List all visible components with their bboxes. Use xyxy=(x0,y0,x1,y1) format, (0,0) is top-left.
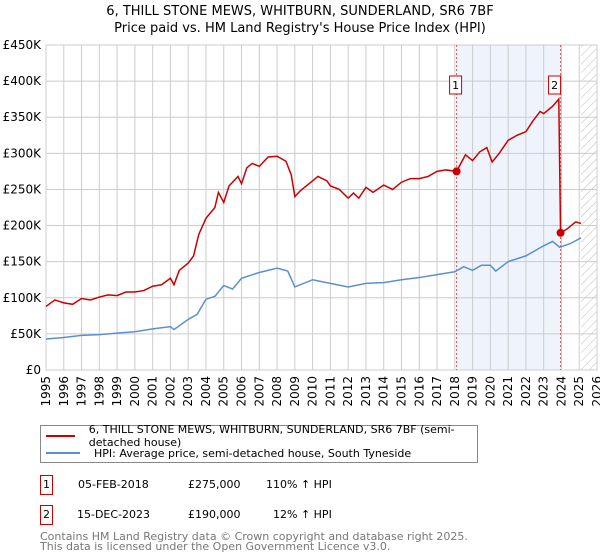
sale-badge xyxy=(449,75,463,95)
y-tick-label: £0 xyxy=(26,363,41,377)
x-tick-label: 2010 xyxy=(306,376,320,407)
chart-subtitle: Price paid vs. HM Land Registry's House … xyxy=(114,21,486,36)
forecast-hatch xyxy=(581,45,597,370)
legend-swatch-blue xyxy=(46,452,80,454)
x-tick-label: 1999 xyxy=(110,376,124,407)
transaction-row: 1 05-FEB-2018 £275,000 110% ↑ HPI xyxy=(40,475,600,497)
y-tick-label: £250K xyxy=(3,182,43,196)
x-tick-label: 2025 xyxy=(572,376,586,407)
transaction-hpi: 110% ↑ HPI xyxy=(266,478,332,491)
x-tick-label: 2004 xyxy=(199,376,213,407)
footer-licence: This data is licensed under the Open Gov… xyxy=(40,540,391,553)
y-tick-label: £450K xyxy=(3,38,43,52)
y-tick-label: £150K xyxy=(3,255,43,269)
x-tick-label: 2005 xyxy=(217,376,231,407)
x-tick-label: 1996 xyxy=(57,376,71,407)
transaction-date: 15-DEC-2023 xyxy=(77,508,151,521)
legend-label: HPI: Average price, semi-detached house,… xyxy=(94,446,412,460)
sale-badge xyxy=(548,75,562,95)
plot-border xyxy=(45,44,598,371)
x-tick-label: 2016 xyxy=(412,376,426,407)
x-tick-label: 2021 xyxy=(501,376,515,407)
marker-badge: 2 xyxy=(40,505,53,525)
legend-swatch-red xyxy=(46,435,75,437)
sale-badge-label: 1 xyxy=(452,79,459,92)
x-tick-label: 2007 xyxy=(252,376,266,407)
legend-item-property: 6, THILL STONE MEWS, WHITBURN, SUNDERLAN… xyxy=(41,423,477,449)
sale-point xyxy=(556,228,565,237)
x-tick-label: 2013 xyxy=(359,376,373,407)
transaction-price: £275,000 xyxy=(188,478,241,491)
chart-title: 6, THILL STONE MEWS, WHITBURN, SUNDERLAN… xyxy=(106,4,494,19)
legend: 6, THILL STONE MEWS, WHITBURN, SUNDERLAN… xyxy=(40,423,478,463)
x-tick-label: 2015 xyxy=(394,376,408,407)
y-tick-label: £200K xyxy=(3,219,43,233)
transaction-hpi: 12% ↑ HPI xyxy=(273,508,332,521)
x-tick-label: 2019 xyxy=(466,376,480,407)
x-tick-label: 2018 xyxy=(448,376,462,407)
x-tick-label: 1995 xyxy=(39,376,53,407)
y-tick-label: £100K xyxy=(3,291,43,305)
plot-area: £0 £50K £100K £150K £200K £250K £300K £350K £400… xyxy=(3,38,600,407)
footer-copyright: Contains HM Land Registry data © Crown c… xyxy=(40,530,468,543)
x-tick-label: 2009 xyxy=(288,376,302,407)
x-tick-label: 1998 xyxy=(92,376,106,407)
x-tick-label: 2000 xyxy=(128,376,142,407)
x-tick-label: 2026 xyxy=(590,376,600,407)
x-tick-label: 2001 xyxy=(146,376,160,407)
x-tick-label: 2003 xyxy=(181,376,195,407)
x-tick-label: 2022 xyxy=(519,376,533,407)
legend-label: 6, THILL STONE MEWS, WHITBURN, SUNDERLAN… xyxy=(88,423,455,449)
price-paid-line xyxy=(45,97,582,308)
x-tick-label: 2024 xyxy=(554,376,568,407)
sale-badge-label: 2 xyxy=(551,79,558,92)
x-tick-label: 2006 xyxy=(235,376,249,407)
transaction-date: 05-FEB-2018 xyxy=(78,478,149,491)
y-tick-label: £300K xyxy=(3,146,43,160)
x-tick-label: 2012 xyxy=(341,376,355,407)
sale-point xyxy=(452,167,461,176)
x-tick-label: 2008 xyxy=(270,376,284,407)
x-tick-label: 2002 xyxy=(163,376,177,407)
x-tick-label: 1997 xyxy=(75,376,89,407)
x-tick-label: 2017 xyxy=(430,376,444,407)
marker-badge: 1 xyxy=(40,475,53,495)
x-tick-label: 2023 xyxy=(537,376,551,407)
y-tick-label: £50K xyxy=(10,327,42,341)
legend-item-hpi: HPI: Average price, semi-detached house,… xyxy=(41,445,411,461)
y-tick-label: £350K xyxy=(3,110,43,124)
transaction-price: £190,000 xyxy=(188,508,241,521)
hpi-line xyxy=(45,237,582,340)
x-tick-label: 2011 xyxy=(323,376,337,407)
x-tick-label: 2014 xyxy=(377,376,391,407)
x-tick-label: 2020 xyxy=(483,376,497,407)
transaction-row: 2 15-DEC-2023 £190,000 12% ↑ HPI xyxy=(40,505,600,527)
y-tick-label: £400K xyxy=(3,74,43,88)
